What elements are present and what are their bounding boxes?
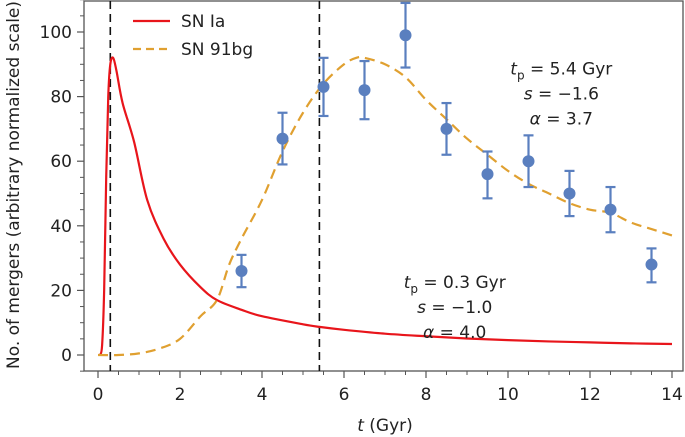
data-point [522, 134, 535, 189]
point-marker [563, 187, 576, 200]
y-tick-label: 100 [40, 23, 72, 43]
data-point [563, 169, 576, 218]
point-marker [481, 168, 494, 181]
data-point [604, 185, 617, 234]
point-marker [440, 122, 453, 135]
annotation-s: s = −1.6 [524, 85, 599, 105]
series-lines [97, 55, 673, 357]
annotation-s: s = −1.0 [417, 298, 492, 318]
series-sn-91bg [97, 55, 673, 357]
annotation-tp: tp = 0.3 Gyr [404, 273, 506, 296]
data-point [481, 150, 494, 200]
data-point [235, 253, 248, 289]
legend: SN Ia SN 91bg [133, 12, 253, 60]
series-sn-ia [98, 56, 673, 356]
axis-ticks: 0 2 4 6 8 10 12 14 0 20 40 60 80 100 [40, 0, 683, 405]
plot-frame [83, 0, 684, 372]
point-marker [399, 29, 412, 42]
x-tick-label: 8 [421, 385, 432, 405]
data-point [399, 1, 412, 69]
x-axis-label-unit: (Gyr) [364, 416, 413, 436]
y-tick-label: 40 [50, 217, 72, 237]
point-marker [522, 155, 535, 168]
point-marker [317, 80, 330, 93]
x-tick-label: 2 [175, 385, 186, 405]
legend-label-sn-91bg: SN 91bg [181, 40, 253, 60]
y-axis-label: No. of mergers (arbitrary normalized sca… [4, 1, 24, 369]
data-points [235, 1, 658, 289]
x-tick-label: 4 [257, 385, 268, 405]
data-point [440, 101, 453, 156]
y-tick-label: 0 [61, 346, 72, 366]
x-tick-label: 6 [339, 385, 350, 405]
annotation-tp: tp = 5.4 Gyr [510, 60, 612, 83]
data-point [317, 56, 330, 118]
y-tick-label: 20 [50, 281, 72, 301]
x-tick-label: 12 [579, 385, 601, 405]
vertical-reference-lines [109, 1, 321, 371]
point-marker [645, 258, 658, 271]
data-point [645, 247, 658, 284]
x-tick-label: 10 [497, 385, 519, 405]
annotation-alpha: α = 4.0 [423, 323, 486, 343]
point-marker [358, 84, 371, 97]
data-point [276, 111, 289, 166]
x-tick-label: 0 [93, 385, 104, 405]
plot-border [83, 0, 684, 372]
y-tick-label: 60 [50, 152, 72, 172]
point-marker [604, 203, 617, 216]
x-tick-label: 14 [661, 385, 683, 405]
point-marker [276, 132, 289, 145]
point-marker [235, 265, 248, 278]
y-tick-label: 80 [50, 88, 72, 108]
data-point [358, 59, 371, 121]
annotation-alpha: α = 3.7 [530, 110, 593, 130]
legend-label-sn-ia: SN Ia [181, 12, 225, 32]
x-axis-label: t (Gyr) [357, 416, 413, 436]
x-axis-label-var: t [357, 416, 365, 436]
